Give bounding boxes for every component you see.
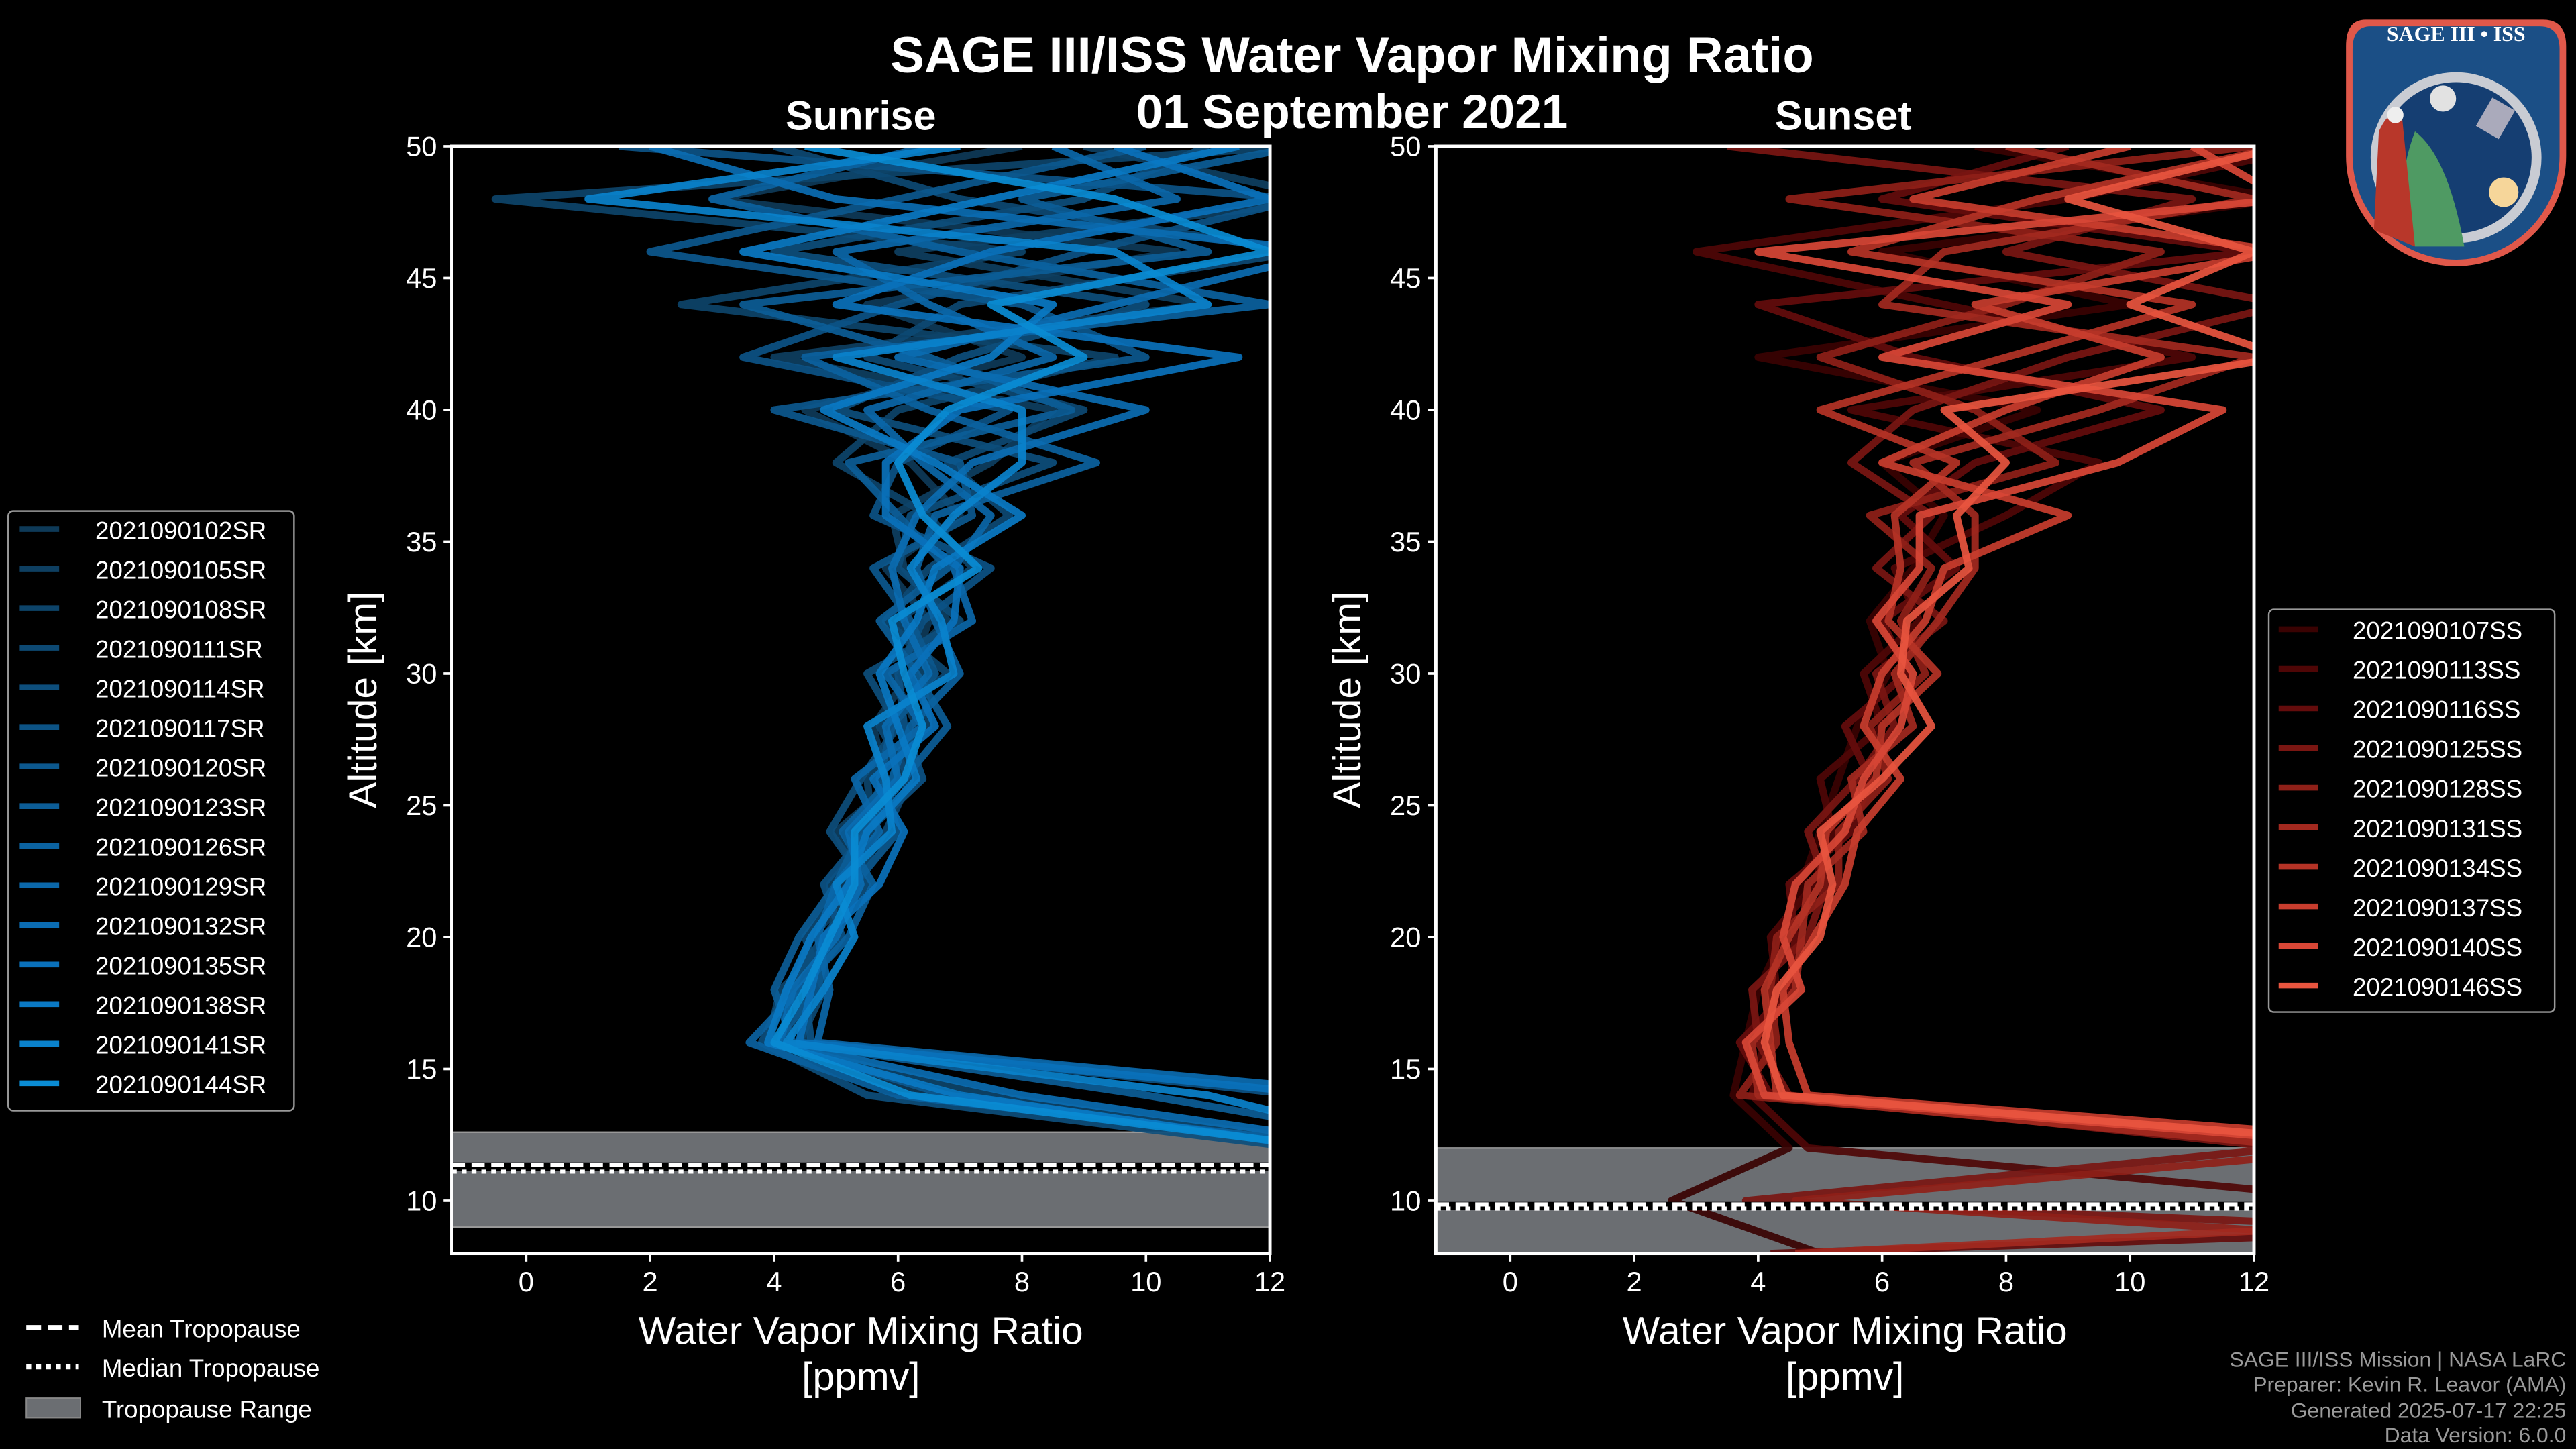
y-tick-label: 30 [406,658,437,690]
legend-entry: 2021090131SS [2353,815,2522,843]
legend-entry: 2021090102SR [95,517,266,544]
sunset-panel: 0 2 4 6 8 10 12 10 15 20 25 30 35 40 45 50 [1390,131,2269,1297]
x-tick-label: 10 [1130,1266,1161,1297]
tropopause-range-swatch [25,1397,81,1419]
footer-generated: Generated 2025-07-17 22:25 [2291,1398,2567,1422]
plot-area [451,146,1271,1228]
figure-title: SAGE III/ISS Water Vapor Mixing Ratio [890,27,1813,84]
y-tick-label: 35 [406,526,437,557]
sunset-xlabel-units: [ppmv] [1786,1355,1904,1399]
y-tick-label: 25 [1390,790,1421,821]
footer-preparer: Preparer: Kevin R. Leavor (AMA) [2253,1372,2566,1396]
median-tropopause-label: Median Tropopause [102,1354,320,1382]
tropopause-range-label: Tropopause Range [102,1395,312,1423]
y-tick-label: 25 [406,790,437,821]
sage-iii-iss-logo: SAGE III • ISS [2346,19,2567,266]
x-tick-label: 12 [1254,1266,1285,1297]
svg-text:SAGE III • ISS: SAGE III • ISS [2387,22,2526,46]
mean-tropopause-label: Mean Tropopause [102,1315,301,1342]
legend-entry: 2021090123SR [95,794,266,821]
x-tick-label: 2 [643,1266,658,1297]
y-tick-label: 45 [406,262,437,294]
y-tick-label: 20 [406,922,437,953]
legend-entry: 2021090146SS [2353,973,2522,1001]
footer-version: Data Version: 6.0.0 [2385,1423,2567,1447]
y-tick-label: 45 [1390,262,1421,294]
legend-entry: 2021090111SR [95,635,263,663]
legend-entry: 2021090144SR [95,1071,266,1099]
legend-entry: 2021090138SR [95,992,266,1020]
y-tick-label: 15 [1390,1053,1421,1085]
sunrise-ylabel: Altitude [km] [341,592,385,808]
legend-entry: 2021090113SS [2353,657,2520,684]
y-tick-label: 40 [1390,394,1421,426]
legend-entry: 2021090116SS [2353,696,2520,724]
legend-entry: 2021090117SR [95,714,265,742]
y-tick-label: 40 [406,394,437,426]
legend-entry: 2021090134SS [2353,855,2522,882]
tropopause-legend: Mean Tropopause Median Tropopause Tropop… [25,1315,320,1423]
legend-entry: 2021090120SR [95,754,266,782]
legend-entry: 2021090132SR [95,912,266,940]
tropopause-range-band [451,1131,1271,1228]
y-tick-label: 15 [406,1053,437,1085]
sunrise-xlabel-units: [ppmv] [802,1355,920,1399]
plot-area [1436,146,2254,1254]
y-tick-label: 10 [406,1185,437,1217]
legend-entry: 2021090137SS [2353,894,2522,922]
sunrise-xlabel: Water Vapor Mixing Ratio [639,1309,1083,1352]
sunset-legend: 2021090107SS 2021090113SS 2021090116SS 2021… [2267,608,2556,1013]
y-tick-label: 10 [1390,1185,1421,1217]
legend-entry: 2021090126SR [95,833,266,861]
legend-entry: 2021090128SS [2353,775,2522,803]
x-tick-label: 0 [1503,1266,1518,1297]
legend-entry: 2021090125SS [2353,736,2522,763]
footer-credits: SAGE III/ISS Mission | NASA LaRC Prepare… [2230,1348,2567,1448]
x-tick-label: 12 [2239,1266,2269,1297]
sunset-xlabel: Water Vapor Mixing Ratio [1623,1309,2068,1352]
y-tick-label: 50 [406,131,437,162]
x-tick-label: 6 [890,1266,906,1297]
y-tick-label: 30 [1390,658,1421,690]
sunset-ylabel: Altitude [km] [1326,592,1369,808]
x-tick-label: 2 [1626,1266,1642,1297]
y-tick-label: 35 [1390,526,1421,557]
legend-entry: 2021090140SS [2353,934,2522,961]
profile-line-2021090144SR [770,146,1271,1144]
legend-entry: 2021090114SR [95,675,265,702]
sunrise-legend: 2021090102SR 2021090105SR 2021090108SR 2021… [7,510,295,1112]
legend-entry: 2021090135SR [95,952,266,979]
legend-entry: 2021090141SR [95,1032,266,1059]
legend-entry: 2021090108SR [95,596,266,623]
y-tick-label: 50 [1390,131,1421,162]
sunrise-panel: 0 2 4 6 8 10 12 10 15 20 25 30 35 40 45 50 [406,131,1285,1297]
footer-mission: SAGE III/ISS Mission | NASA LaRC [2230,1348,2567,1372]
profile-line-2021090146SS [1760,150,2254,1137]
x-tick-label: 6 [1874,1266,1890,1297]
x-tick-label: 10 [2114,1266,2145,1297]
x-tick-label: 8 [1998,1266,2014,1297]
x-tick-label: 4 [766,1266,782,1297]
sunrise-subtitle: Sunrise [786,93,936,138]
axes-frame [1434,144,2256,1256]
sunset-subtitle: Sunset [1775,93,1912,138]
legend-entry: 2021090105SR [95,556,266,584]
legend-entry: 2021090107SS [2353,617,2522,645]
x-tick-label: 4 [1750,1266,1766,1297]
date-subtitle: 01 September 2021 [1136,86,1568,139]
profile-line-2021090137SS [1779,146,2254,1133]
legend-entry: 2021090129SR [95,873,266,900]
y-tick-label: 20 [1390,922,1421,953]
x-tick-label: 8 [1014,1266,1030,1297]
profile-line-2021090140SS [1741,146,2254,1139]
axes-frame [450,144,1272,1256]
x-tick-label: 0 [519,1266,534,1297]
